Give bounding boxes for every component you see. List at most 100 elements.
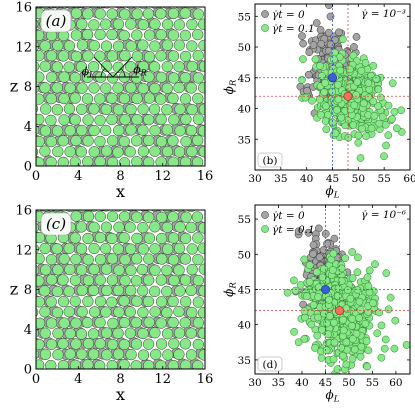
green-particle	[39, 327, 51, 339]
green-particle	[198, 285, 205, 297]
green-particle	[94, 253, 107, 266]
green-particle	[64, 82, 76, 94]
y-tick-label: 8	[24, 80, 32, 95]
green-point	[353, 286, 362, 294]
green-particle	[179, 338, 192, 350]
green-particle	[94, 8, 106, 20]
green-particle	[192, 338, 204, 351]
green-particle	[52, 264, 64, 276]
panel-label: (b)	[263, 155, 278, 167]
green-particle	[137, 168, 148, 179]
x-tick-label: 60	[389, 377, 402, 389]
green-point	[343, 286, 352, 295]
green-particle	[131, 113, 143, 126]
green-particle	[137, 18, 149, 31]
green-particle	[143, 274, 155, 286]
green-particle	[155, 71, 168, 83]
green-particle	[192, 296, 204, 308]
x-tick-label: 4	[74, 372, 82, 387]
green-point	[381, 120, 390, 129]
green-particle	[36, 50, 45, 62]
green-particle	[192, 274, 205, 287]
grey-point	[309, 241, 318, 249]
green-particle	[39, 348, 52, 360]
green-point	[380, 344, 389, 353]
grey-particle	[183, 167, 194, 178]
grey-point	[309, 41, 318, 49]
panel-label: (d)	[263, 359, 278, 371]
green-particle	[186, 40, 198, 52]
grey-particle	[19, 381, 30, 392]
green-particle	[52, 349, 64, 361]
green-particle	[82, 295, 94, 308]
green-point	[329, 355, 338, 364]
green-particle	[107, 72, 119, 84]
green-point	[371, 260, 379, 269]
green-particle	[119, 8, 131, 20]
green-particle	[167, 211, 179, 223]
green-particle	[192, 359, 204, 369]
green-particle	[36, 29, 45, 42]
green-particle	[150, 348, 162, 361]
grey-particle	[173, 210, 180, 211]
green-particle	[198, 103, 205, 115]
x-tick-label: 8	[116, 372, 124, 387]
x-tick-label: 0	[32, 372, 40, 387]
green-particle	[179, 93, 192, 105]
green-particle	[36, 82, 40, 94]
green-particle	[130, 275, 143, 287]
grey-particle	[112, 7, 118, 8]
green-particle	[142, 295, 155, 308]
green-particle	[168, 337, 180, 350]
panel-d: 30 35 40 45 50 55 60 35 40 45 50 55 ϕL ϕR γ̇t = 0γ̇t =…	[222, 204, 411, 405]
green-particle	[179, 317, 191, 329]
green-particle	[149, 243, 161, 255]
green-particle	[70, 210, 82, 222]
green-particle	[137, 103, 149, 115]
green-particle	[82, 156, 94, 166]
green-particle	[137, 221, 149, 234]
green-point	[348, 248, 357, 256]
green-particle	[57, 156, 69, 166]
green-particle	[36, 61, 40, 72]
green-point	[358, 124, 366, 133]
green-particle	[197, 307, 205, 319]
green-particle	[36, 328, 39, 339]
green-particle	[106, 135, 119, 147]
green-particle	[46, 71, 58, 83]
green-point	[364, 346, 373, 355]
grey-particle	[91, 177, 102, 188]
green-point	[309, 301, 318, 309]
x-tick-label: 12	[154, 372, 171, 387]
green-particle	[155, 338, 168, 350]
green-particle	[39, 168, 50, 179]
green-point	[372, 75, 381, 83]
x-axis-label: x	[116, 182, 125, 201]
green-particle	[94, 155, 106, 166]
green-point	[363, 362, 372, 371]
green-particle	[36, 296, 45, 308]
green-particle	[63, 61, 75, 73]
grey-point	[352, 33, 361, 41]
green-particle	[70, 134, 82, 147]
green-particle	[149, 18, 161, 30]
green-particle	[118, 359, 130, 369]
green-point	[318, 72, 326, 80]
green-particle	[124, 221, 136, 233]
green-particle	[112, 82, 124, 94]
green-particle	[51, 243, 63, 255]
green-particle	[52, 145, 64, 158]
green-particle	[94, 231, 107, 244]
green-particle	[118, 232, 130, 244]
green-particle	[88, 124, 100, 137]
green-point	[362, 132, 370, 141]
green-particle	[167, 29, 180, 41]
grey-point	[294, 227, 303, 236]
green-particle	[192, 72, 205, 84]
green-point	[374, 85, 383, 94]
green-particle	[186, 7, 197, 10]
grey-particle	[25, 18, 36, 29]
green-particle	[173, 146, 186, 158]
green-particle	[21, 178, 32, 189]
green-particle	[51, 285, 64, 298]
